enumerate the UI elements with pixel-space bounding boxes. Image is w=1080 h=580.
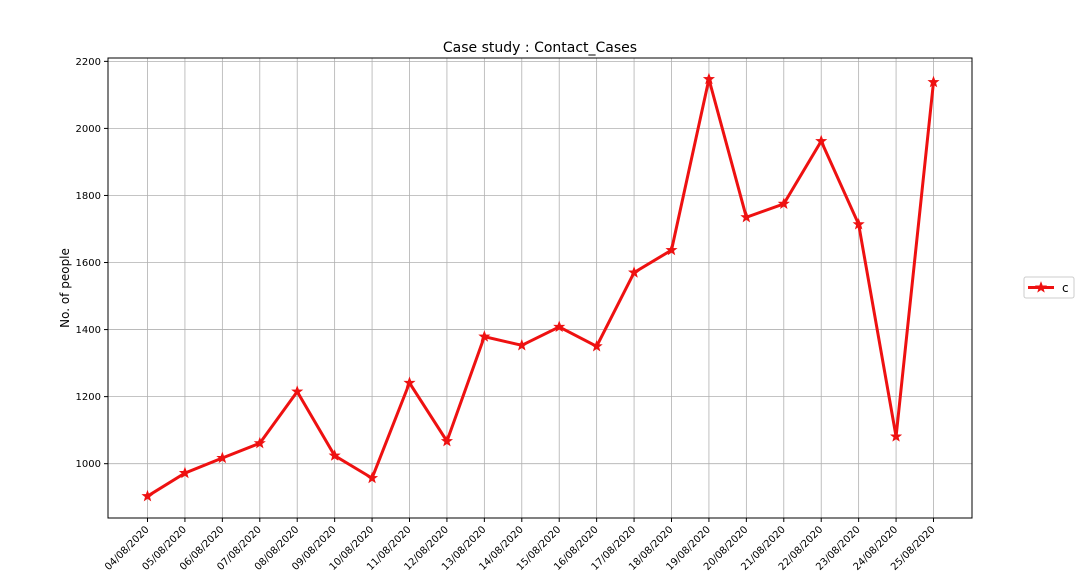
y-tick-label: 1600: [76, 258, 101, 269]
data-point-marker: [852, 217, 865, 230]
data-point-marker: [253, 436, 266, 449]
data-point-marker: [628, 266, 641, 278]
data-point-marker: [141, 489, 154, 502]
data-point-marker: [702, 72, 715, 85]
y-tick-label: 1000: [76, 459, 101, 470]
series-line: [146, 78, 935, 498]
plot-area-frame: [107, 57, 973, 519]
series-layer: [141, 72, 940, 502]
chart-title: Case study : Contact_Cases: [443, 40, 637, 56]
y-tick-label: 2000: [76, 124, 101, 135]
data-point-marker: [291, 385, 304, 397]
data-point-marker: [403, 376, 416, 389]
y-tick-label: 1200: [76, 392, 101, 403]
legend: c: [1023, 276, 1075, 299]
data-point-marker: [927, 75, 940, 88]
y-tick-label: 2200: [76, 57, 101, 68]
y-tick-label: 1800: [76, 191, 101, 202]
data-point-marker: [553, 320, 566, 333]
legend-label: c: [1062, 281, 1069, 295]
data-point-marker: [890, 430, 903, 442]
data-point-marker: [777, 197, 790, 209]
y-axis-label: No. of people: [58, 248, 72, 328]
data-point-marker: [515, 338, 528, 351]
y-tick-label: 1400: [76, 325, 101, 336]
y-axis-ticks: 1000 1200 1400 1600 1800 2000 2200: [76, 57, 108, 470]
data-point-marker: [328, 449, 341, 461]
data-point-marker: [740, 210, 753, 223]
data-point-marker: [440, 434, 453, 447]
data-point-marker: [665, 243, 678, 256]
data-point-marker: [366, 471, 379, 484]
grid-lines: [108, 58, 972, 518]
data-point-marker: [815, 134, 828, 147]
data-point-marker: [478, 330, 491, 342]
legend-star-marker: [1034, 281, 1048, 293]
data-point-marker: [590, 339, 603, 352]
data-point-marker: [178, 466, 191, 479]
data-point-marker: [216, 451, 229, 464]
